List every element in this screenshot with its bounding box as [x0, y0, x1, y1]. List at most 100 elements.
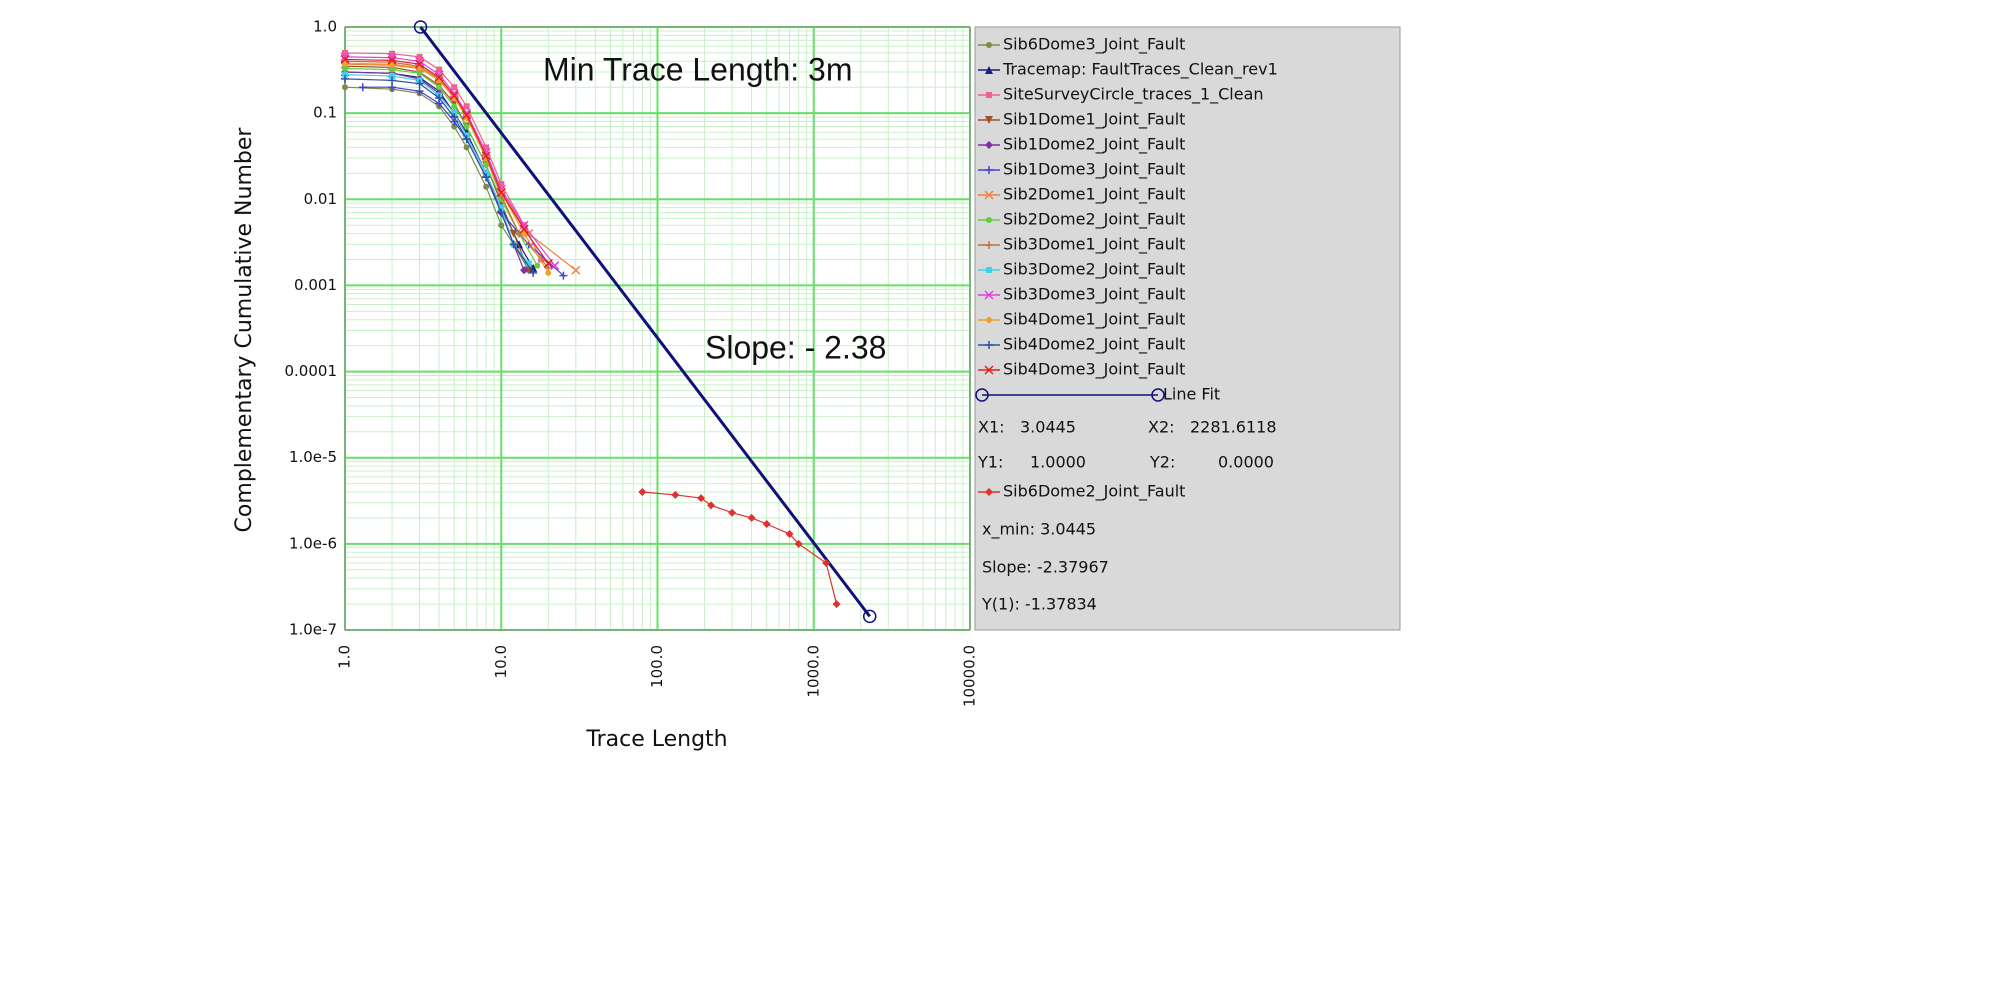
marker [388, 83, 397, 92]
marker [451, 103, 458, 110]
legend-label: Sib1Dome2_Joint_Fault [1003, 135, 1185, 155]
marker [415, 59, 425, 69]
marker [550, 261, 560, 271]
marker [985, 141, 993, 149]
marker [832, 600, 841, 609]
marker [498, 222, 505, 229]
legend-label: Sib3Dome3_Joint_Fault [1003, 285, 1185, 305]
marker [434, 70, 444, 80]
x-tick-label: 1000.0 [804, 645, 822, 698]
y-tick-label: 0.0001 [285, 362, 338, 380]
legend-label: Sib2Dome1_Joint_Fault [1003, 185, 1185, 205]
marker [435, 93, 444, 102]
marker [762, 520, 771, 529]
y-tick-label: 1.0e-7 [289, 621, 337, 639]
series-line [362, 86, 564, 277]
x-tick-label: 100.0 [648, 645, 666, 688]
marker [436, 84, 443, 91]
marker [785, 530, 794, 539]
series-line [344, 52, 542, 260]
marker [449, 88, 459, 98]
legend-panel [974, 26, 1401, 631]
marker [463, 144, 470, 151]
annotation: Min Trace Length: 3m [543, 51, 852, 87]
marker [986, 317, 992, 323]
info-text: Slope: -2.37967 [982, 558, 1109, 577]
marker [451, 123, 458, 130]
marker [498, 181, 505, 188]
marker [543, 258, 553, 268]
series-line [344, 74, 530, 264]
x-tick-label: 1.0 [336, 645, 354, 669]
legend-label: Sib3Dome2_Joint_Fault [1003, 260, 1185, 280]
marker [822, 558, 831, 567]
marker [986, 217, 992, 223]
x-tick-label: 10000.0 [961, 645, 979, 707]
marker [794, 539, 803, 548]
marker [388, 76, 397, 85]
marker [340, 54, 350, 64]
marker [451, 84, 458, 91]
marker [747, 513, 756, 522]
marker [358, 83, 367, 92]
marker [509, 229, 518, 238]
x-tick-label: 10.0 [492, 645, 510, 678]
marker [450, 113, 459, 122]
marker [483, 183, 490, 190]
y-tick-label: 0.01 [304, 190, 337, 208]
series-line [344, 67, 538, 266]
info-text: 2281.6118 [1190, 418, 1277, 437]
marker [671, 490, 680, 499]
x-axis-label: Trace Length [585, 727, 727, 752]
legend-label: Sib4Dome1_Joint_Fault [1003, 310, 1185, 330]
marker [482, 173, 491, 182]
marker [985, 241, 993, 249]
info-text: x_min: 3.0445 [982, 520, 1096, 540]
legend-label: Line Fit [1163, 385, 1220, 404]
marker [1151, 388, 1165, 402]
marker [862, 609, 877, 624]
y-tick-label: 0.001 [294, 276, 337, 294]
marker [413, 20, 428, 34]
marker [389, 72, 396, 79]
marker [559, 271, 568, 280]
marker [529, 268, 538, 277]
marker [984, 365, 994, 375]
series-line [344, 62, 549, 274]
marker [975, 388, 989, 402]
marker [984, 290, 994, 300]
info-text: Y2: [1149, 453, 1175, 472]
marker [515, 240, 524, 249]
marker [728, 508, 737, 517]
y-axis-label: Complementary Cumulative Number [232, 127, 257, 533]
fit-line [419, 26, 871, 618]
marker [697, 494, 706, 503]
legend-label: Sib1Dome1_Joint_Fault [1003, 110, 1185, 130]
series-line [344, 65, 530, 271]
marker [463, 123, 470, 130]
marker [524, 266, 533, 275]
info-text: X1: [978, 418, 1005, 437]
legend-label: Sib3Dome1_Joint_Fault [1003, 235, 1185, 255]
legend-label: Sib2Dome2_Joint_Fault [1003, 210, 1185, 230]
marker [463, 103, 470, 110]
marker [525, 260, 532, 267]
marker [389, 50, 396, 57]
marker [341, 74, 349, 83]
marker [387, 55, 397, 65]
info-text: Y(1): -1.37834 [981, 595, 1097, 614]
legend-label: Tracemap: FaultTraces_Clean_rev1 [1002, 60, 1278, 80]
marker [416, 53, 423, 60]
marker [342, 84, 348, 91]
series-line [344, 86, 530, 271]
marker [985, 488, 993, 496]
annotation: Slope: - 2.38 [705, 329, 886, 365]
marker [985, 341, 993, 349]
marker [497, 208, 506, 217]
marker [449, 91, 459, 101]
marker [434, 72, 444, 82]
info-text: 0.0000 [1218, 453, 1274, 472]
marker [985, 166, 993, 174]
info-text: 1.0000 [1030, 453, 1086, 472]
